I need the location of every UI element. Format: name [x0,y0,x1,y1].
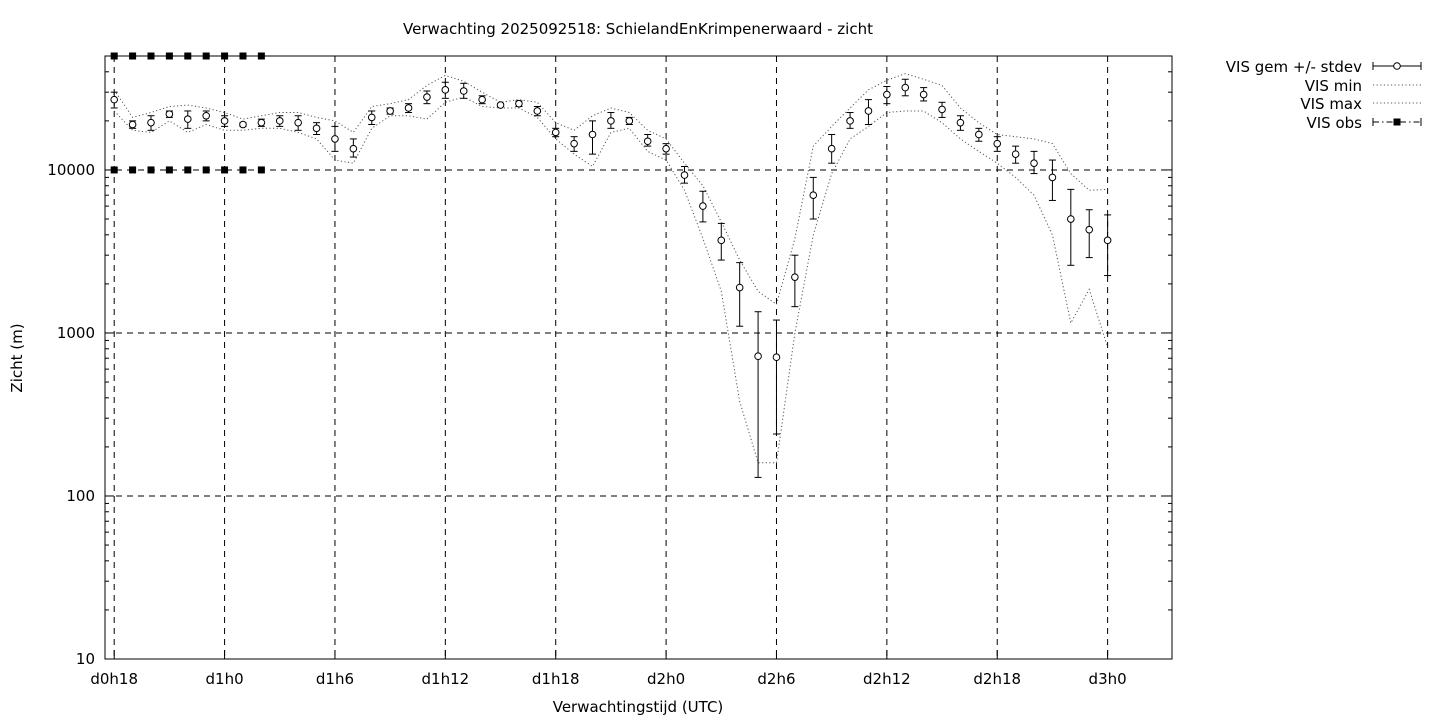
x-tick-label: d3h0 [1089,670,1127,688]
vis-obs-point [129,166,137,174]
vis-mean-point [975,130,983,139]
legend-label: VIS min [1305,77,1362,95]
vis-mean-point [625,117,634,125]
vis-mean-point [257,118,266,127]
vis-mean-point [883,90,891,99]
vis-obs-point [110,166,118,174]
vis-mean-point [643,137,652,146]
x-axis-label: Verwachtingstijd (UTC) [553,698,724,716]
vis-obs-point [221,166,229,174]
vis-mean-point [478,95,486,104]
vis-obs-point [239,166,247,174]
vis-mean-point [680,171,689,179]
vis-mean-point [165,110,174,118]
vis-mean-point [331,135,339,143]
y-tick-label: 100 [66,487,95,505]
vis-mean-point [1048,173,1057,182]
vis-mean-point [919,90,928,99]
vis-mean-point [772,353,781,362]
vis-mean-point [275,117,284,125]
grid [105,56,1172,659]
vis-mean-point [202,111,210,120]
x-tick-label: d2h0 [647,670,685,688]
vis-mean-point [386,107,394,115]
x-tick-label: d1h0 [206,670,244,688]
x-tick-label: d2h18 [973,670,1021,688]
vis-mean-point [515,99,523,108]
vis-mean-point [717,236,726,245]
vis-mean-point [864,107,873,115]
vis-mean-point [1011,150,1020,158]
legend-swatch [1393,62,1401,70]
chart-title: Verwachting 2025092518: SchielandEnKrimp… [403,20,873,38]
legend-swatch [1393,118,1401,126]
vis-mean-point [956,118,965,127]
vis-obs-point [147,166,155,174]
y-tick-label: 10000 [47,161,95,179]
vis-obs-point [257,166,265,174]
axis-ticks: 10 100 1000 10000 d0h18 d1h0 d1h6 d1h12 d1h18 d2h… [47,55,1172,688]
vis-mean-point [993,139,1002,148]
x-tick-label: d2h6 [757,670,795,688]
vis-mean-point [220,117,229,125]
vis-obs-point [165,166,173,174]
vis-mean-point [938,105,946,114]
vis-mean-point [699,202,707,210]
vis-mean-point [459,87,468,95]
vis-mean-point [588,130,597,139]
vis-mean-point [754,352,762,361]
x-tick-label: d0h18 [90,670,138,688]
vis-mean-point [846,117,854,125]
legend-label: VIS max [1300,95,1362,113]
vis-obs-point [184,166,192,174]
vis-mean-point [294,118,302,127]
vis-mean-point [1085,225,1094,234]
vis-mean-point [551,128,560,137]
vis-mean-point [423,93,431,101]
vis-mean-point [827,144,836,153]
legend-label: VIS obs [1307,114,1363,132]
vis-mean-point [791,273,799,281]
y-tick-label: 10 [76,650,95,668]
x-tick-label: d1h18 [532,670,580,688]
vis-mean-point [239,120,247,129]
vis-mean-point [1067,215,1075,223]
vis-mean-point [809,191,818,199]
vis-mean-point [110,95,118,104]
vis-mean-point [1030,159,1038,167]
vis-mean-point [662,144,670,153]
vis-mean-point [1103,236,1112,245]
plot-frame [104,55,1173,660]
y-axis-label: Zicht (m) [8,323,26,392]
vis-mean-point [128,120,137,129]
vis-mean-point [349,144,358,153]
vis-max-line [113,73,1108,306]
vis-mean-point [367,113,376,122]
legend-label: VIS gem +/- stdev [1226,58,1362,76]
plot-series [110,52,1112,478]
vis-obs-point [202,166,210,174]
vis-min-line [113,96,1109,464]
x-tick-label: d1h12 [422,670,470,688]
vis-mean-point [533,107,542,115]
vis-mean-point [404,104,413,112]
vis-mean-point [901,83,910,92]
vis-mean-point [735,283,744,292]
vis-mean-point [147,118,155,127]
vis-mean-point [183,115,192,123]
vis-mean-point [312,124,321,133]
x-tick-label: d2h12 [863,670,911,688]
x-tick-label: d1h6 [316,670,354,688]
vis-mean-point [570,139,578,148]
vis-mean-point [607,117,615,125]
y-tick-label: 1000 [57,324,95,342]
vis-mean-point [496,101,505,109]
vis-mean-point [441,86,450,94]
